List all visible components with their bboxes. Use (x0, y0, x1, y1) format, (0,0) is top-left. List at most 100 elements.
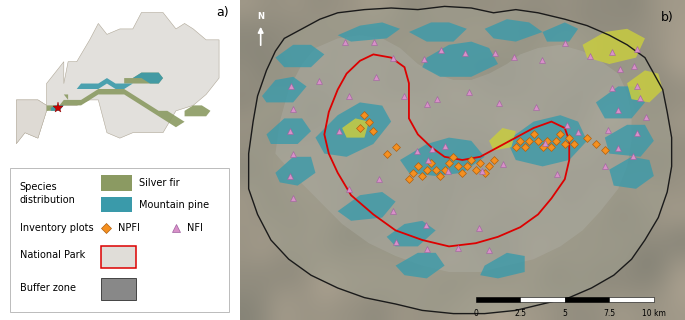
Point (490, 50, 501, 55)
Point (421, 101, 432, 107)
Point (473, 226, 484, 231)
Point (533, 138, 544, 143)
Polygon shape (275, 45, 324, 67)
Point (627, 154, 638, 159)
Point (334, 128, 345, 133)
Polygon shape (484, 19, 543, 42)
Polygon shape (400, 138, 484, 176)
Point (390, 145, 401, 150)
FancyBboxPatch shape (10, 168, 229, 312)
Point (564, 135, 575, 140)
Point (399, 94, 410, 99)
Point (339, 40, 350, 45)
Polygon shape (489, 128, 516, 150)
Point (443, 161, 454, 166)
Text: NPFI: NPFI (118, 223, 140, 234)
Point (584, 53, 595, 58)
Point (514, 138, 525, 143)
Point (537, 145, 548, 150)
Bar (564, 297, 609, 302)
Text: 10 km: 10 km (642, 309, 666, 318)
Point (632, 131, 643, 136)
Point (560, 40, 571, 45)
Point (448, 154, 459, 159)
Point (457, 170, 468, 175)
Point (519, 145, 530, 150)
Polygon shape (480, 253, 525, 278)
Point (368, 129, 379, 134)
Point (439, 143, 450, 148)
Point (355, 125, 366, 131)
Point (288, 196, 299, 201)
Point (531, 104, 542, 109)
Polygon shape (275, 35, 632, 272)
Polygon shape (262, 77, 306, 102)
FancyBboxPatch shape (101, 278, 136, 300)
Polygon shape (543, 22, 578, 42)
Point (590, 141, 601, 147)
Point (403, 177, 414, 182)
Point (288, 106, 299, 111)
Point (432, 96, 443, 101)
Text: 0: 0 (473, 309, 478, 318)
Point (461, 164, 472, 169)
Polygon shape (315, 102, 391, 157)
Text: b): b) (661, 11, 674, 24)
Point (541, 138, 552, 143)
Text: 2.5: 2.5 (514, 309, 526, 318)
Point (421, 246, 432, 251)
Point (582, 135, 593, 140)
Polygon shape (133, 73, 163, 84)
Polygon shape (409, 22, 466, 42)
Polygon shape (51, 105, 64, 111)
Point (615, 66, 626, 71)
FancyBboxPatch shape (101, 175, 132, 191)
Point (510, 145, 521, 150)
Polygon shape (582, 29, 645, 64)
Point (493, 100, 504, 105)
Point (573, 129, 584, 134)
Polygon shape (77, 78, 133, 89)
Point (550, 138, 561, 143)
Polygon shape (342, 118, 369, 138)
Point (599, 148, 610, 153)
Point (484, 247, 495, 252)
Point (387, 208, 398, 213)
Point (631, 83, 642, 88)
Point (536, 57, 547, 62)
Polygon shape (184, 105, 210, 116)
Point (629, 63, 640, 68)
Polygon shape (507, 115, 587, 166)
Point (371, 75, 382, 80)
Point (443, 168, 453, 173)
Polygon shape (16, 12, 219, 144)
Polygon shape (386, 221, 436, 246)
Polygon shape (338, 22, 400, 42)
Point (497, 162, 508, 167)
Point (475, 161, 486, 166)
Point (488, 157, 499, 163)
Point (434, 173, 445, 179)
Point (606, 49, 617, 54)
Text: N: N (257, 12, 264, 21)
Text: Buffer zone: Buffer zone (20, 283, 76, 292)
Point (559, 141, 570, 147)
Text: National Park: National Park (20, 250, 85, 260)
Point (427, 147, 438, 152)
Point (452, 164, 463, 169)
Point (606, 85, 617, 91)
Polygon shape (16, 100, 47, 144)
Point (421, 167, 432, 172)
Point (470, 167, 481, 172)
Text: Silver fir: Silver fir (138, 178, 179, 188)
Bar (610, 297, 653, 302)
Point (508, 54, 519, 60)
Point (381, 151, 392, 156)
Point (634, 96, 645, 101)
Point (599, 163, 610, 168)
Text: Species
distribution: Species distribution (20, 182, 75, 205)
Point (555, 132, 566, 137)
Point (612, 145, 623, 150)
Polygon shape (422, 42, 498, 77)
Point (641, 114, 652, 119)
